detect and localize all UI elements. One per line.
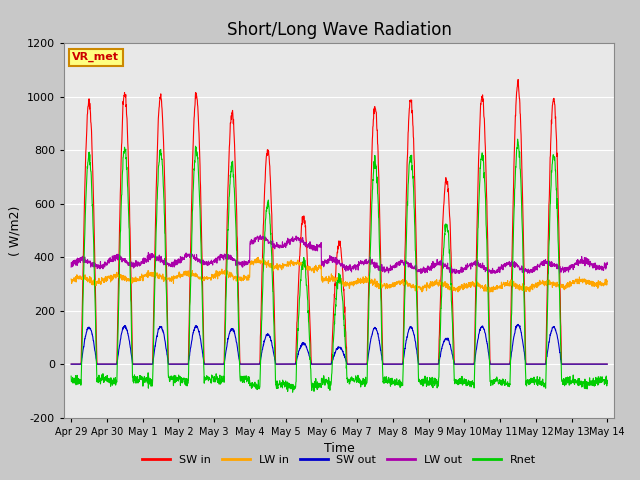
X-axis label: Time: Time [324,442,355,455]
Text: VR_met: VR_met [72,52,119,62]
Legend: SW in, LW in, SW out, LW out, Rnet: SW in, LW in, SW out, LW out, Rnet [138,451,540,469]
Title: Short/Long Wave Radiation: Short/Long Wave Radiation [227,21,452,39]
Y-axis label: ( W/m2): ( W/m2) [8,205,21,255]
